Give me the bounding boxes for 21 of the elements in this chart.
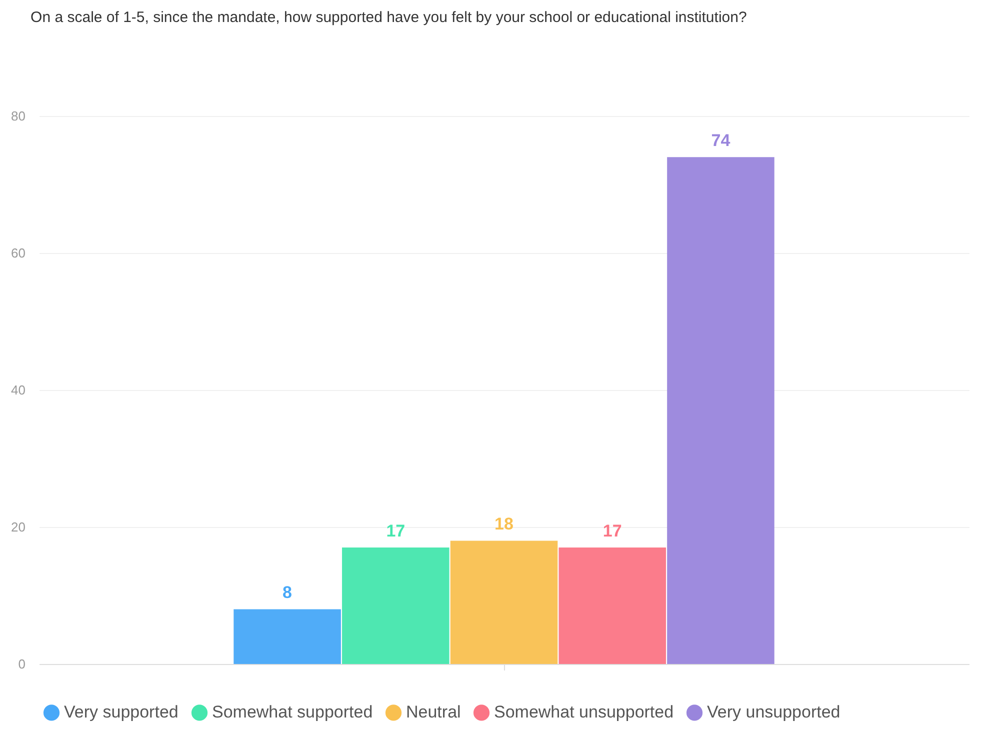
bar: [450, 540, 558, 664]
data-label: 8: [282, 583, 292, 602]
bar: [667, 157, 774, 664]
legend-label: Very supported: [64, 702, 178, 722]
bar: [558, 548, 666, 664]
legend-label: Neutral: [406, 702, 461, 722]
y-tick-label: 20: [11, 520, 26, 534]
y-tick-label: 40: [11, 382, 26, 398]
data-label: 17: [602, 522, 622, 541]
chart-title: On a scale of 1-5, since the mandate, how supported have you felt by your school or educational institution?: [30, 9, 747, 26]
bar: [342, 548, 450, 664]
data-label: 18: [494, 514, 514, 534]
y-tick-label: 60: [11, 246, 26, 260]
y-tick-label: 80: [11, 108, 26, 124]
y-tick-label: 0: [18, 656, 26, 672]
legend-label: Somewhat supported: [212, 702, 373, 722]
legend-label: Somewhat unsupported: [494, 702, 674, 722]
legend-label: Very unsupported: [707, 702, 840, 722]
data-label: 17: [386, 522, 406, 541]
bar: [234, 609, 341, 664]
data-label: 74: [711, 131, 731, 150]
